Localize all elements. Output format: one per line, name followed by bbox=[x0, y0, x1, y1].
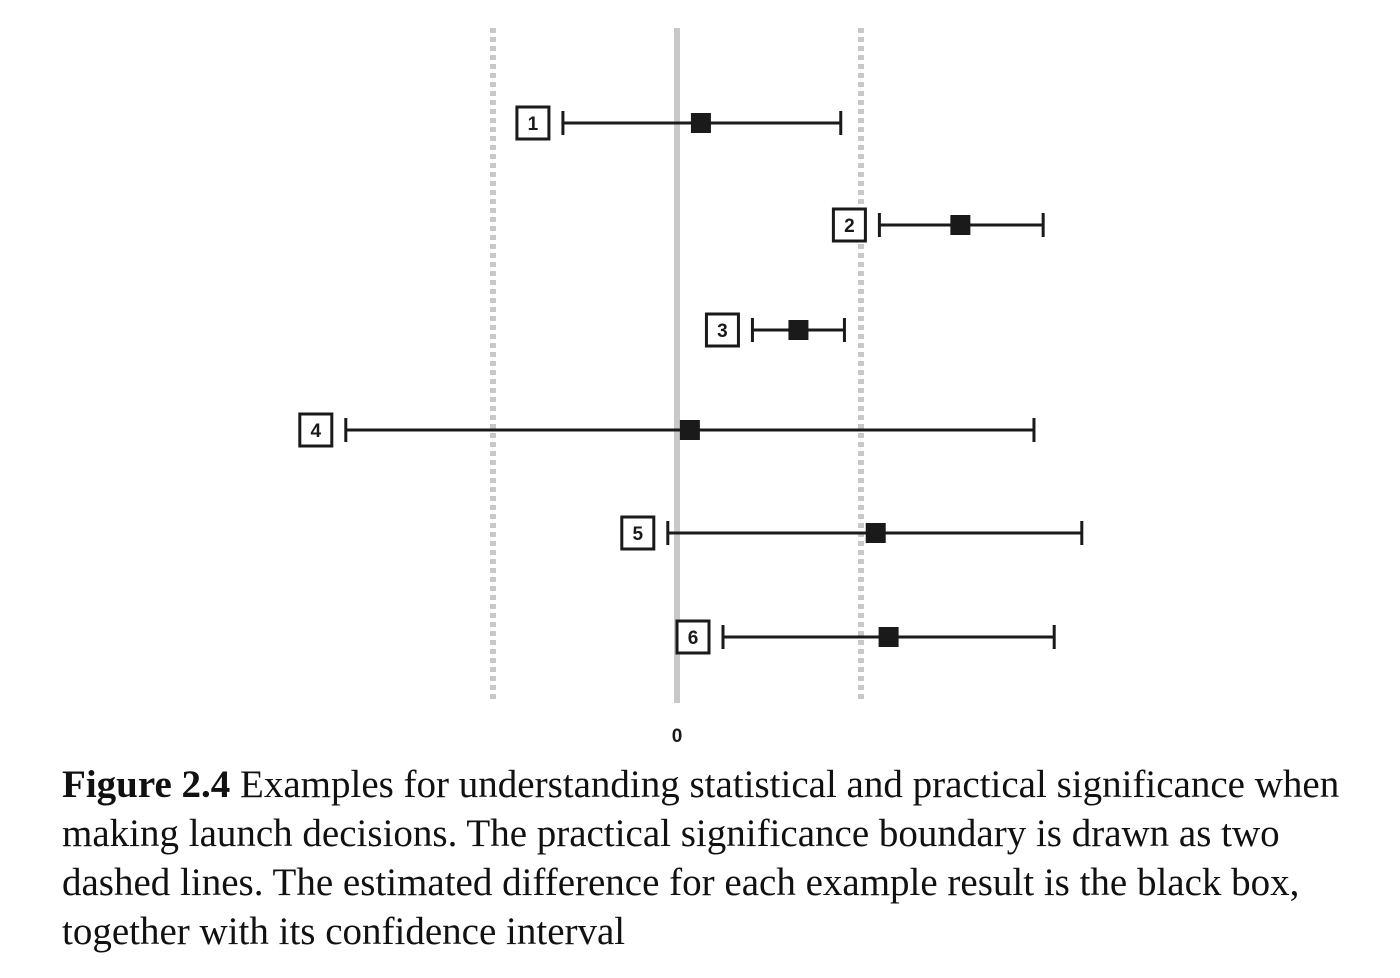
example-row-6: 6 bbox=[675, 619, 1056, 655]
example-label: 3 bbox=[717, 321, 728, 342]
estimate-marker bbox=[679, 420, 700, 440]
example-label: 4 bbox=[311, 421, 322, 442]
example-row-3: 3 bbox=[704, 312, 846, 348]
example-label: 6 bbox=[688, 628, 699, 649]
estimate-marker bbox=[878, 627, 899, 647]
estimate-marker bbox=[865, 523, 886, 543]
reference-lines bbox=[490, 28, 864, 703]
caption-text: Examples for understanding statistical a… bbox=[62, 763, 1340, 953]
example-label-box bbox=[831, 207, 867, 243]
example-label-box bbox=[515, 105, 551, 141]
example-label-box bbox=[704, 312, 740, 348]
example-label-box bbox=[298, 412, 334, 448]
estimate-marker bbox=[950, 215, 971, 235]
example-label: 5 bbox=[633, 524, 644, 545]
example-row-4: 4 bbox=[298, 412, 1036, 448]
figure-label: Figure 2.4 bbox=[62, 763, 231, 806]
forest-plot: 1 2 3 4 5 6 0 bbox=[298, 28, 1084, 747]
figure-caption: Figure 2.4 Examples for understanding st… bbox=[62, 760, 1362, 956]
example-row-1: 1 bbox=[515, 105, 843, 141]
example-rows: 1 2 3 4 5 6 bbox=[298, 105, 1084, 655]
example-label: 2 bbox=[844, 216, 855, 237]
example-label-box bbox=[620, 515, 656, 551]
example-row-2: 2 bbox=[831, 207, 1045, 243]
example-label-box bbox=[675, 619, 711, 655]
example-label: 1 bbox=[528, 114, 539, 135]
estimate-marker bbox=[690, 113, 711, 133]
estimate-marker bbox=[788, 320, 809, 340]
zero-tick-label: 0 bbox=[672, 726, 683, 747]
example-row-5: 5 bbox=[620, 515, 1084, 551]
